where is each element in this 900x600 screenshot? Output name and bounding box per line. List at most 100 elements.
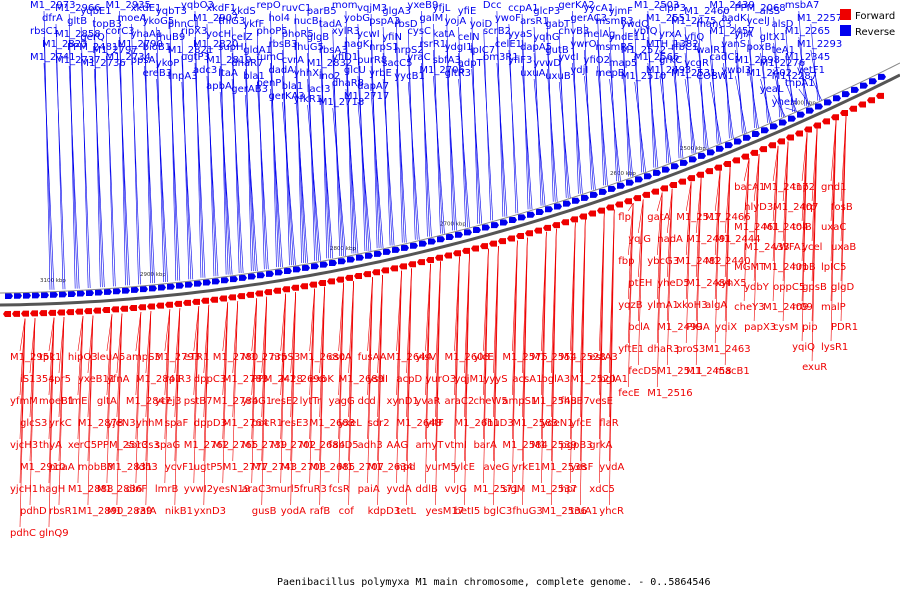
- reverse-gene-arrow: [509, 216, 517, 223]
- reverse-gene-label: M1_2398: [735, 55, 780, 66]
- reverse-gene-label: PPM_2481: [67, 42, 118, 53]
- forward-gene-label: M1_2707: [339, 462, 384, 473]
- forward-gene-label: grkA: [589, 440, 612, 451]
- forward-leader-line: [493, 245, 499, 506]
- reverse-gene-label: COBW1: [696, 71, 734, 82]
- reverse-gene-label: glgB: [307, 32, 329, 43]
- forward-gene-label: vWFA1: [773, 242, 807, 253]
- forward-gene-label: ddlB: [416, 484, 438, 495]
- forward-gene-label: xkoH3: [676, 300, 707, 311]
- reverse-gene-arrow: [59, 291, 67, 298]
- reverse-gene-label: alsD: [772, 19, 794, 30]
- reverse-gene-label: supH: [218, 42, 243, 53]
- forward-gene-label: ylcE: [473, 352, 494, 363]
- forward-gene-label: acpD: [397, 374, 423, 385]
- forward-gene-arrow: [498, 238, 506, 245]
- forward-gene-label: yesM17: [426, 506, 465, 517]
- forward-gene-label: spaF: [165, 418, 189, 429]
- reverse-gene-arrow: [365, 252, 373, 259]
- forward-gene-label: yrkC: [49, 418, 72, 429]
- forward-gene-arrow: [696, 171, 704, 178]
- forward-gene-label: ampS3: [126, 352, 161, 363]
- forward-gene-label: yxnD3: [194, 506, 226, 517]
- forward-gene-label: M1_2644: [387, 352, 432, 363]
- tick-label: 2600 kbp: [610, 171, 636, 177]
- reverse-gene-label: manC3: [696, 19, 732, 30]
- forward-leader-line: [570, 222, 576, 484]
- reverse-gene-label: glgA3: [382, 6, 411, 17]
- reverse-gene-label: M1_2973: [30, 0, 75, 11]
- forward-leader-line: [319, 286, 325, 506]
- reverse-gene-label: yfkR1: [294, 94, 323, 105]
- forward-leader-line: [338, 283, 344, 352]
- reverse-gene-label: ykfF: [243, 19, 264, 30]
- reverse-gene-arrow: [851, 86, 859, 93]
- reverse-gene-arrow: [257, 272, 265, 279]
- reverse-gene-label: M1_2287: [772, 71, 817, 82]
- forward-gene-label: M1_2780: [213, 352, 258, 363]
- tick-label: 2900 kbp: [140, 272, 166, 278]
- forward-gene-label: M1_2648: [397, 418, 442, 429]
- reverse-gene-label: ywbI3: [721, 65, 751, 76]
- reverse-gene-arrow: [113, 288, 121, 295]
- reverse-leader-line: [256, 29, 265, 270]
- forward-gene-label: estA3: [589, 352, 618, 363]
- forward-gene-label: rafA: [136, 506, 157, 517]
- reverse-gene-arrow: [428, 238, 436, 245]
- reverse-leader-line: [144, 13, 151, 284]
- forward-gene-label: hagH: [39, 484, 65, 495]
- reverse-gene-arrow: [266, 270, 274, 277]
- forward-gene-label: yurM5: [426, 462, 457, 473]
- reverse-gene-label: bioB1: [143, 42, 171, 53]
- forward-leader-line: [106, 314, 113, 484]
- forward-leader-line: [290, 291, 296, 506]
- reverse-gene-label: gltB: [67, 16, 87, 27]
- forward-gene-arrow: [210, 296, 218, 303]
- forward-gene-label: M1_2702: [271, 440, 316, 451]
- forward-gene-label: M1_2703: [281, 462, 326, 473]
- reverse-leader-line: [181, 81, 194, 280]
- reverse-gene-label: yfiD1: [332, 52, 358, 63]
- reverse-gene-arrow: [788, 115, 796, 122]
- forward-gene-label: bacA1: [734, 182, 765, 193]
- forward-gene-label: npd: [397, 462, 416, 473]
- reverse-gene-label: ybfQ: [634, 26, 658, 37]
- reverse-gene-arrow: [41, 292, 49, 299]
- reverse-leader-line: [295, 91, 308, 263]
- forward-gene-arrow: [777, 138, 785, 145]
- reverse-gene-arrow: [140, 286, 148, 293]
- reverse-gene-label: rfbC1: [671, 42, 698, 53]
- forward-gene-label: dppD3: [194, 418, 227, 429]
- forward-gene-label: lmrB: [155, 484, 179, 495]
- forward-leader-line: [753, 154, 760, 322]
- forward-gene-label: M1_2689: [339, 374, 384, 385]
- forward-gene-arrow: [309, 281, 317, 288]
- forward-leader-line: [627, 203, 634, 388]
- forward-gene-label: ylcE: [454, 462, 475, 473]
- forward-gene-label: rbsR1: [49, 506, 78, 517]
- reverse-gene-label: M1_2717: [344, 91, 389, 102]
- reverse-leader-line: [533, 78, 546, 206]
- forward-gene-label: tolB: [792, 222, 812, 233]
- forward-gene-label: M1_2539: [531, 440, 576, 451]
- reverse-leader-line: [119, 62, 130, 286]
- forward-gene-label: M1_2463: [705, 344, 750, 355]
- reverse-gene-label: vanS: [721, 39, 746, 50]
- forward-leader-line: [580, 219, 586, 506]
- forward-gene-label: pstB7: [184, 396, 213, 407]
- forward-gene-arrow: [30, 310, 38, 317]
- forward-gene-arrow: [75, 308, 83, 315]
- reverse-gene-label: rbsA3: [319, 45, 348, 56]
- legend: Forward Reverse: [840, 9, 895, 38]
- forward-gene-arrow: [453, 250, 461, 257]
- reverse-gene-label: ugtP3: [181, 52, 210, 63]
- reverse-gene-label: dapA7: [357, 81, 389, 92]
- forward-gene-label: M1_2777: [223, 462, 268, 473]
- reverse-gene-label: mepB: [596, 68, 625, 79]
- reverse-gene-label: gerAB3: [231, 84, 268, 95]
- reverse-leader-line: [508, 49, 519, 214]
- reverse-gene-arrow: [50, 291, 58, 298]
- reverse-gene-label: ydgI1: [445, 42, 473, 53]
- forward-gene-label: M1_2680: [300, 352, 345, 363]
- forward-gene-label: M1_2520: [570, 374, 615, 385]
